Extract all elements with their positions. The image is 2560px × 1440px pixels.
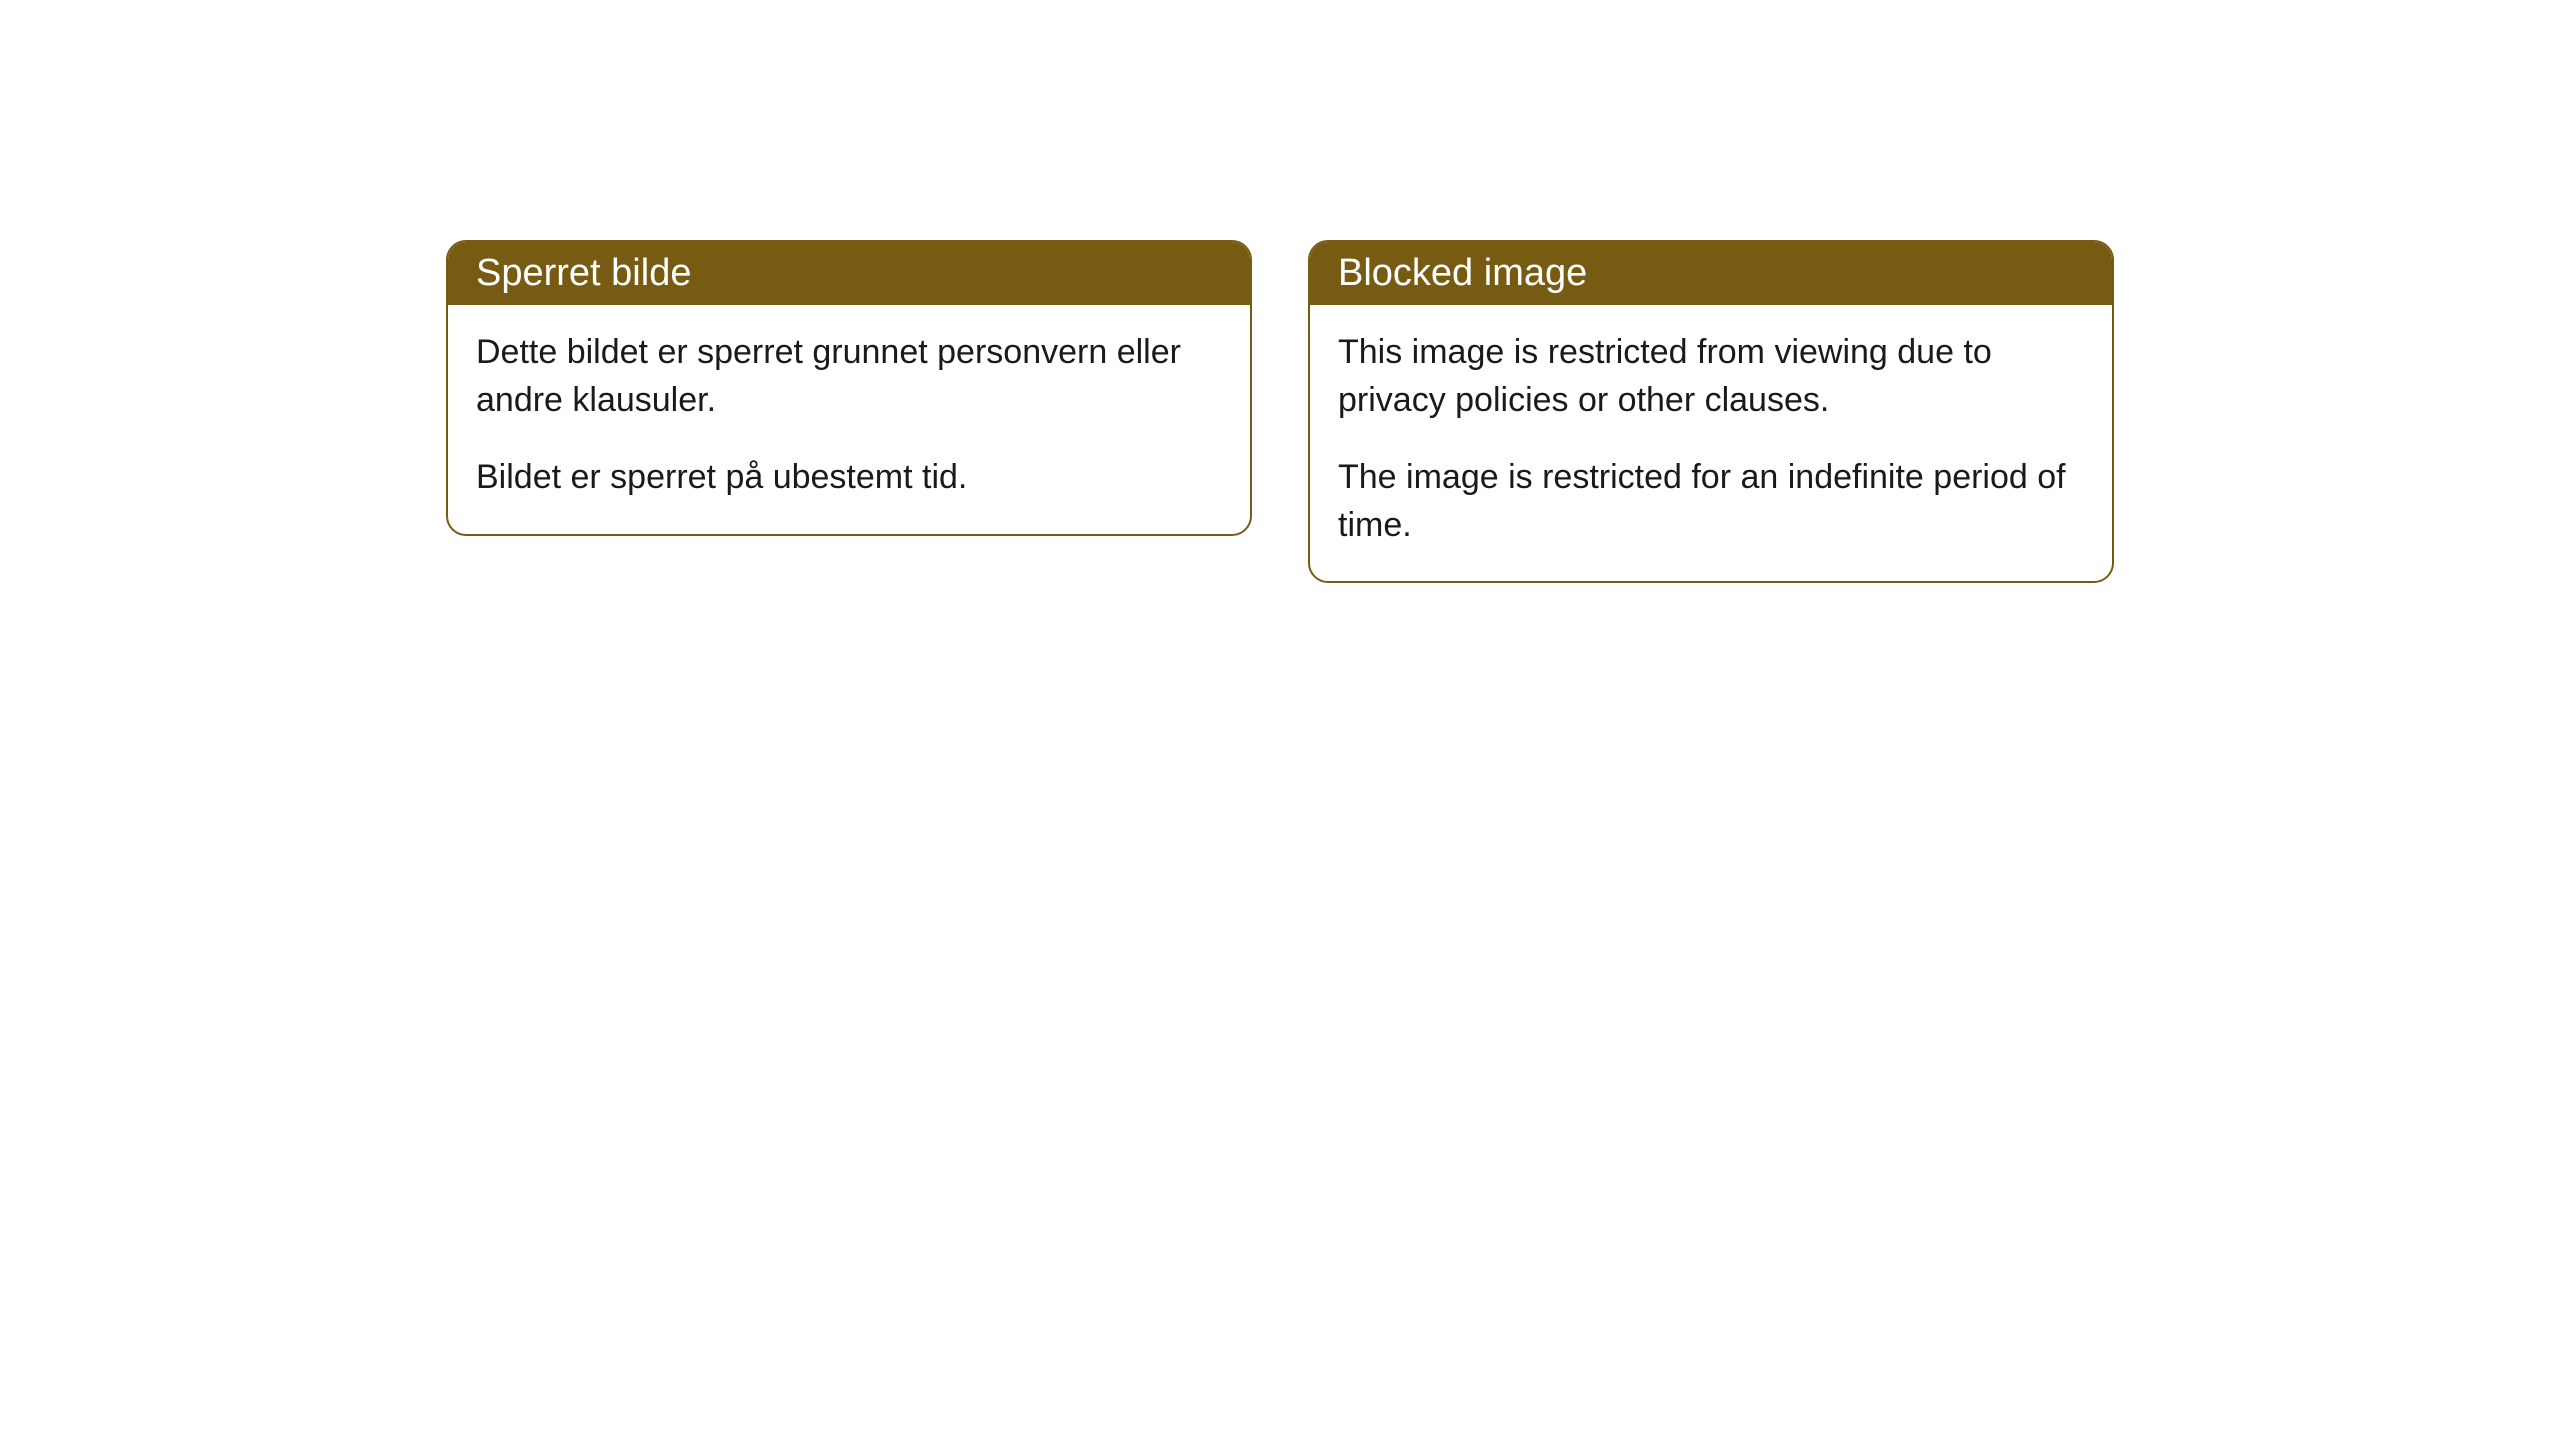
card-header: Sperret bilde	[448, 242, 1250, 305]
card-paragraph-2: The image is restricted for an indefinit…	[1338, 454, 2084, 549]
blocked-image-card-norwegian: Sperret bilde Dette bildet er sperret gr…	[446, 240, 1252, 536]
blocked-image-card-english: Blocked image This image is restricted f…	[1308, 240, 2114, 583]
card-paragraph-1: Dette bildet er sperret grunnet personve…	[476, 329, 1222, 424]
card-paragraph-1: This image is restricted from viewing du…	[1338, 329, 2084, 424]
card-header: Blocked image	[1310, 242, 2112, 305]
card-title: Blocked image	[1338, 252, 1587, 294]
card-paragraph-2: Bildet er sperret på ubestemt tid.	[476, 454, 1222, 502]
card-body: This image is restricted from viewing du…	[1310, 305, 2112, 581]
card-title: Sperret bilde	[476, 252, 691, 294]
card-body: Dette bildet er sperret grunnet personve…	[448, 305, 1250, 534]
